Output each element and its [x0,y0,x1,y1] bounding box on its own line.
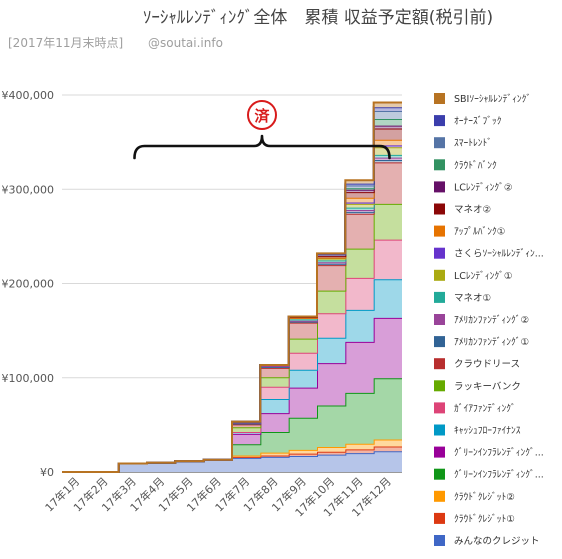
legend-swatch [434,358,445,370]
legend-swatch [434,380,445,392]
legend-swatch [434,424,445,436]
legend-label: ｽﾏｰﾄﾚﾝﾄﾞ [454,138,492,149]
legend-label: ｸﾗｳﾄﾞｸﾚｼﾞｯﾄ② [454,492,515,503]
legend-label: ｱｯﾌﾟﾙﾊﾞﾝｸ① [454,227,505,238]
legend-swatch [434,203,445,215]
legend-label: ｷｬｯｼｭﾌﾛｰﾌｧｲﾅﾝｽ [454,426,521,437]
legend-swatch [434,137,445,149]
legend-swatch [434,314,445,325]
legend-label: ｸﾗｳﾄﾞｸﾚｼﾞｯﾄ① [454,514,515,525]
legend-label: ラッキーバンク [454,381,521,392]
legend-label: ｶﾞｲｱﾌｧﾝﾃﾞｨﾝｸﾞ [454,403,516,414]
legend-label: ｸﾗｳﾄﾞﾊﾞﾝｸ [454,160,497,171]
legend-swatch [434,402,445,414]
y-tick-label: ¥300,000 [2,183,55,196]
chart-title: ｿｰｼｬﾙﾚﾝﾃﾞｨﾝｸﾞ全体 累積 収益予定額(税引前) [143,8,493,28]
legend-swatch [434,490,445,502]
legend-label: マネオ② [454,205,491,216]
legend-swatch [434,468,445,480]
y-tick-label: ¥400,000 [2,89,55,102]
legend-label: ｸﾞﾘｰﾝｲﾝﾌﾗﾚﾝﾃﾞｨﾝｸﾞ... [454,448,544,459]
legend-label: LCﾚﾝﾃﾞｨﾝｸﾞ① [454,271,512,282]
legend-label: ｸﾞﾘｰﾝｲﾝﾌﾗﾚﾝﾃﾞｨﾝｸﾞ... [454,470,544,481]
y-tick-label: ¥0 [40,466,54,479]
legend-swatch [434,446,445,458]
brace-annotation [133,134,391,160]
legend-swatch [434,336,445,348]
legend-swatch [434,512,445,524]
legend-swatch [434,535,445,546]
stamp-circle [247,100,277,130]
legend-swatch [434,291,445,303]
legend-label: LCﾚﾝﾃﾞｨﾝｸﾞ② [454,182,512,193]
plot-areas [62,101,402,473]
legend-swatch [434,269,445,281]
chart-subtitle-period: [2017年11月末時点] [8,36,123,50]
legend-swatch [434,93,445,104]
legend-swatch [434,225,445,237]
series-line [62,101,402,473]
legend: SBIｿｰｼｬﾙﾚﾝﾃﾞｨﾝｸﾞ ｵｰﾅｰｽﾞﾌﾞｯｸ ｽﾏｰﾄﾚﾝﾄﾞ ｸﾗｳﾄﾞﾊ… [434,93,544,547]
chart-subtitle-site: @soutai.info [148,36,223,50]
legend-swatch [434,247,445,259]
legend-swatch [434,181,445,193]
legend-label: ｱﾒﾘｶﾝﾌｧﾝﾃﾞｨﾝｸﾞ① [454,337,529,348]
legend-swatch [434,115,445,127]
legend-label: クラウドリース [454,359,520,370]
legend-label: ｵｰﾅｰｽﾞﾌﾞｯｸ [454,116,502,127]
y-tick-label: ¥100,000 [2,372,55,385]
stamp-label: 済 [254,107,270,125]
legend-swatch [434,159,445,171]
legend-label: SBIｿｰｼｬﾙﾚﾝﾃﾞｨﾝｸﾞ [454,94,531,105]
series-area [62,378,402,472]
y-tick-label: ¥200,000 [2,278,55,291]
legend-label: マネオ① [454,293,491,304]
annotation-group: 済 [133,100,391,160]
legend-label: みんなのクレジット [454,536,540,547]
legend-label: ｱﾒﾘｶﾝﾌｧﾝﾃﾞｨﾝｸﾞ② [454,315,529,326]
legend-label: さくらｿｰｼｬﾙﾚﾝﾃﾞｨﾝ... [454,249,544,260]
